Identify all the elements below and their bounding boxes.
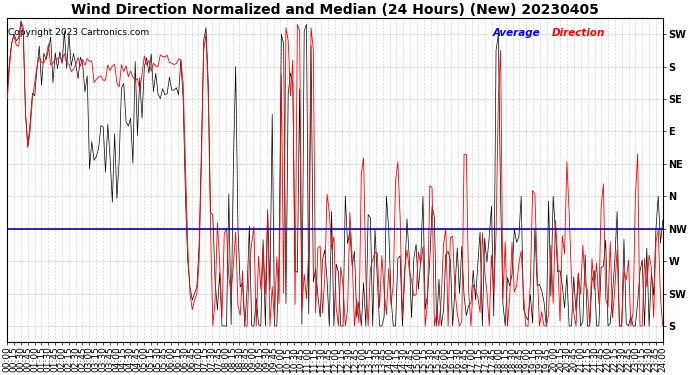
Text: Average: Average — [493, 28, 544, 38]
Text: Direction: Direction — [551, 28, 604, 38]
Title: Wind Direction Normalized and Median (24 Hours) (New) 20230405: Wind Direction Normalized and Median (24… — [71, 3, 599, 17]
Text: Copyright 2023 Cartronics.com: Copyright 2023 Cartronics.com — [8, 28, 149, 37]
